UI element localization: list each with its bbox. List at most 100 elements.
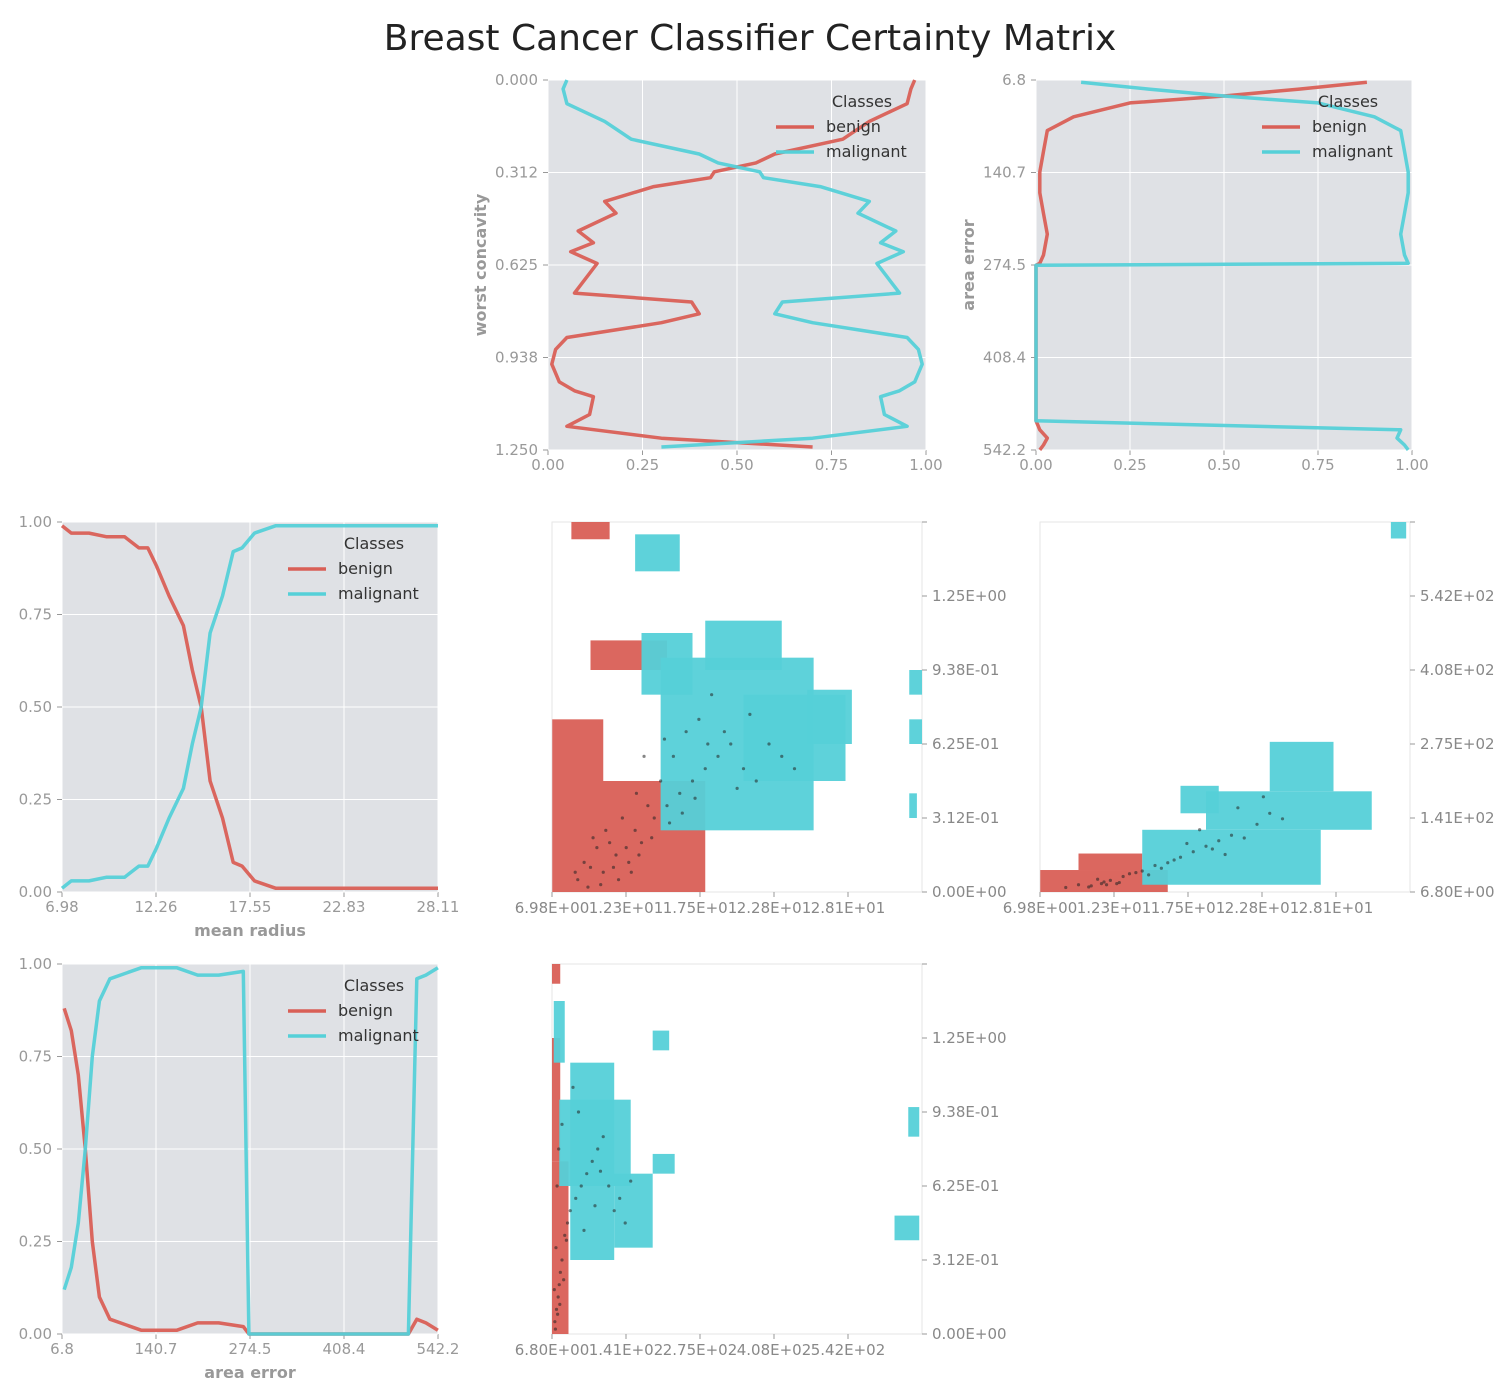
- data-point: [1064, 885, 1068, 890]
- y-tick-label: 542.2: [983, 441, 1026, 459]
- x-tick-label: 1.75E+01: [1151, 899, 1226, 917]
- data-point: [552, 1288, 556, 1292]
- data-point: [684, 730, 688, 734]
- x-tick-label: 5.42E+02: [811, 1341, 886, 1359]
- x-tick-label: 408.4: [323, 1340, 366, 1358]
- data-point: [604, 828, 608, 832]
- data-point: [576, 1110, 581, 1114]
- data-point: [558, 1270, 562, 1274]
- y-tick-label: 0.00E+00: [932, 883, 1007, 901]
- y-tick-label: 408.4: [983, 349, 1026, 367]
- y-tick-label: 5.42E+02: [1420, 587, 1495, 605]
- data-point: [716, 754, 720, 758]
- x-tick-label: 12.26: [135, 898, 178, 916]
- density-region-malignant: [1390, 522, 1407, 539]
- density-region-benign: [571, 522, 610, 540]
- y-tick-label: 4.08E+02: [1420, 661, 1495, 679]
- legend-label-benign: benign: [1312, 117, 1367, 136]
- data-point: [601, 870, 605, 874]
- data-point: [1108, 878, 1112, 882]
- density-layer: [552, 522, 922, 892]
- legend: Classes benign malignant: [776, 92, 907, 161]
- data-point: [557, 1283, 561, 1287]
- y-tick-label: 9.38E-01: [932, 1103, 999, 1121]
- y-tick-label: 0.000: [495, 71, 538, 89]
- data-point: [703, 767, 707, 771]
- data-point: [582, 860, 586, 865]
- data-point: [564, 1238, 568, 1242]
- data-point: [555, 1184, 559, 1188]
- data-point: [1166, 861, 1170, 865]
- legend-label-malignant: malignant: [1312, 142, 1393, 161]
- data-point: [1210, 847, 1214, 851]
- data-point: [1242, 836, 1246, 840]
- panel-curve-area-error-top: 0.00 0.25 0.50 0.75 1.00 6.8 140.7 274.5 408.4 54…: [959, 71, 1429, 474]
- x-tick-label: 4.08E+02: [737, 1341, 812, 1359]
- data-point: [599, 883, 603, 887]
- x-tick-label: 1.00: [909, 456, 942, 474]
- x-tick-label: 1.23E+01: [1077, 899, 1152, 917]
- density-region-malignant: [807, 689, 852, 744]
- density-region-benign: [1078, 853, 1143, 871]
- y-tick-label: 0.625: [495, 256, 538, 274]
- data-point: [623, 1221, 627, 1225]
- data-point: [633, 828, 637, 832]
- density-layer: [1040, 522, 1407, 892]
- density-region-malignant: [1269, 741, 1334, 792]
- data-point: [1147, 873, 1151, 877]
- legend: Classes benign malignant: [1262, 92, 1393, 161]
- panel-curve-area-error-bottom: 6.8 140.7 274.5 408.4 542.2 0.00 0.25 0.50 0.75 1…: [19, 955, 460, 1382]
- y-tick-label: 6.25E-01: [932, 735, 999, 753]
- data-point: [1191, 850, 1195, 854]
- data-point: [627, 860, 631, 865]
- legend-label-malignant: malignant: [338, 584, 419, 603]
- data-point: [678, 791, 682, 795]
- density-region-malignant: [652, 1030, 670, 1051]
- panel-curve-worst-concavity: 0.00 0.25 0.50 0.75 1.00 0.000 0.312 0.625 0.938…: [471, 71, 943, 474]
- data-point: [565, 1221, 570, 1225]
- data-point: [586, 885, 590, 889]
- series-line-malignant: [62, 965, 439, 1336]
- x-tick-label: 0.50: [720, 456, 753, 474]
- data-point: [568, 1209, 572, 1213]
- series-line-benign: [1034, 80, 1368, 451]
- legend-title: Classes: [344, 976, 404, 995]
- data-point: [595, 846, 599, 850]
- legend-label-malignant: malignant: [826, 142, 907, 161]
- series-line-malignant: [1034, 80, 1410, 451]
- y-axis-label: worst concavity: [471, 193, 490, 336]
- density-region-malignant: [614, 1173, 653, 1248]
- data-point: [767, 742, 771, 746]
- y-tick-label: 1.25E+00: [932, 1029, 1007, 1047]
- series-line-malignant: [60, 523, 438, 890]
- x-tick-label: 2.28E+01: [737, 899, 812, 917]
- x-tick-label: 542.2: [417, 1340, 460, 1358]
- data-point: [629, 870, 633, 874]
- data-point: [596, 1147, 600, 1151]
- data-point: [650, 836, 654, 840]
- y-tick-label: 1.00: [19, 513, 52, 531]
- data-point: [637, 853, 641, 857]
- data-point: [642, 754, 646, 758]
- data-point: [588, 865, 593, 869]
- data-point: [624, 846, 628, 850]
- page-title: Breast Cancer Classifier Certainty Matri…: [383, 18, 1117, 59]
- data-point: [690, 779, 695, 783]
- data-point: [1261, 795, 1265, 799]
- data-point: [576, 878, 580, 882]
- density-layer: [552, 964, 920, 1334]
- x-tick-label: 2.28E+01: [1225, 899, 1300, 917]
- x-tick-label: 2.81E+01: [811, 899, 886, 917]
- density-region-malignant: [559, 1099, 631, 1186]
- y-tick-label: 0.938: [495, 349, 538, 367]
- data-point: [662, 737, 667, 741]
- data-point: [1134, 871, 1138, 875]
- x-tick-label: 6.98E+00: [515, 899, 590, 917]
- data-point: [1127, 872, 1132, 876]
- data-point: [646, 804, 650, 808]
- data-point: [553, 1327, 558, 1331]
- density-region-malignant: [894, 1215, 920, 1241]
- data-point: [614, 853, 618, 857]
- data-point: [618, 1196, 622, 1200]
